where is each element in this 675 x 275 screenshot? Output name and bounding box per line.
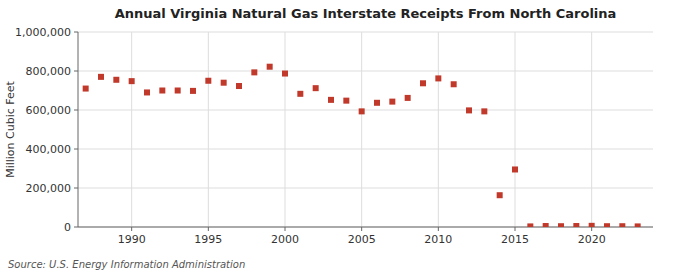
tick-label: 1,000,000 — [15, 26, 71, 39]
point — [359, 108, 365, 114]
grid-line — [438, 32, 439, 227]
tick-label: 2005 — [348, 233, 376, 246]
tick-mark — [74, 227, 78, 228]
point — [282, 71, 288, 77]
tick-mark — [361, 227, 362, 231]
grid-line — [591, 32, 592, 227]
point — [481, 108, 487, 114]
point — [619, 223, 625, 227]
axes: 1990 1995 2000 2005 2010 2015 2020 0 200,000 400,… — [15, 26, 653, 246]
point — [313, 85, 319, 91]
tick-mark — [515, 227, 516, 231]
point — [205, 78, 211, 84]
point — [175, 88, 181, 94]
grid-line — [208, 32, 209, 227]
tick-label: 0 — [64, 221, 71, 234]
tick-label: 1990 — [118, 233, 146, 246]
point — [558, 223, 564, 227]
point — [527, 223, 533, 227]
tick-mark — [591, 227, 592, 231]
points — [83, 64, 641, 227]
tick-label: 2015 — [501, 233, 529, 246]
y-axis-line — [78, 32, 79, 227]
y-axis-label: Million Cubic Feet — [4, 80, 17, 177]
point — [144, 89, 150, 95]
grid-line — [78, 32, 653, 33]
point — [267, 64, 273, 70]
point — [159, 88, 165, 94]
tick-label: 200,000 — [26, 182, 72, 195]
point — [589, 223, 595, 227]
grid — [78, 32, 653, 227]
point — [497, 192, 503, 198]
point — [98, 74, 104, 80]
source: Source: U.S. Energy Information Administ… — [8, 259, 245, 270]
grid-line — [131, 32, 132, 227]
tick-mark — [74, 110, 78, 111]
tick-mark — [285, 227, 286, 231]
grid-line — [78, 227, 653, 228]
point — [451, 81, 457, 87]
point — [389, 99, 395, 105]
point — [512, 166, 518, 172]
point — [374, 100, 380, 106]
point — [405, 95, 411, 101]
point — [83, 86, 89, 92]
point — [236, 83, 242, 89]
point — [420, 80, 426, 86]
tick-label: 1995 — [194, 233, 222, 246]
grid-line — [361, 32, 362, 227]
tick-label: 600,000 — [26, 104, 72, 117]
title: Annual Virginia Natural Gas Interstate R… — [115, 6, 617, 21]
point — [343, 98, 349, 104]
tick-mark — [438, 227, 439, 231]
point — [635, 223, 641, 227]
point — [328, 97, 334, 103]
point — [435, 75, 441, 81]
tick-mark — [131, 227, 132, 231]
grid-line — [515, 32, 516, 227]
tick-label: 800,000 — [26, 65, 72, 78]
tick-mark — [208, 227, 209, 231]
grid-line — [285, 32, 286, 227]
point — [297, 91, 303, 97]
tick-label: 400,000 — [26, 143, 72, 156]
tick-mark — [74, 188, 78, 189]
point — [190, 88, 196, 94]
point — [466, 107, 472, 113]
point — [129, 78, 135, 84]
point — [251, 69, 257, 75]
tick-label: 2020 — [578, 233, 606, 246]
tick-mark — [74, 149, 78, 150]
grid-line — [78, 149, 653, 150]
point — [543, 223, 549, 227]
tick-mark — [74, 71, 78, 72]
grid-line — [78, 188, 653, 189]
tick-label: 2010 — [424, 233, 452, 246]
grid-line — [78, 110, 653, 111]
grid-line — [78, 71, 653, 72]
point — [573, 223, 579, 227]
tick-label: 2000 — [271, 233, 299, 246]
point — [221, 80, 227, 86]
tick-mark — [74, 32, 78, 33]
point — [113, 77, 119, 83]
x-axis-line — [78, 227, 653, 228]
chart: 1990 1995 2000 2005 2010 2015 2020 0 200,000 400,… — [0, 0, 675, 275]
point — [604, 223, 610, 227]
